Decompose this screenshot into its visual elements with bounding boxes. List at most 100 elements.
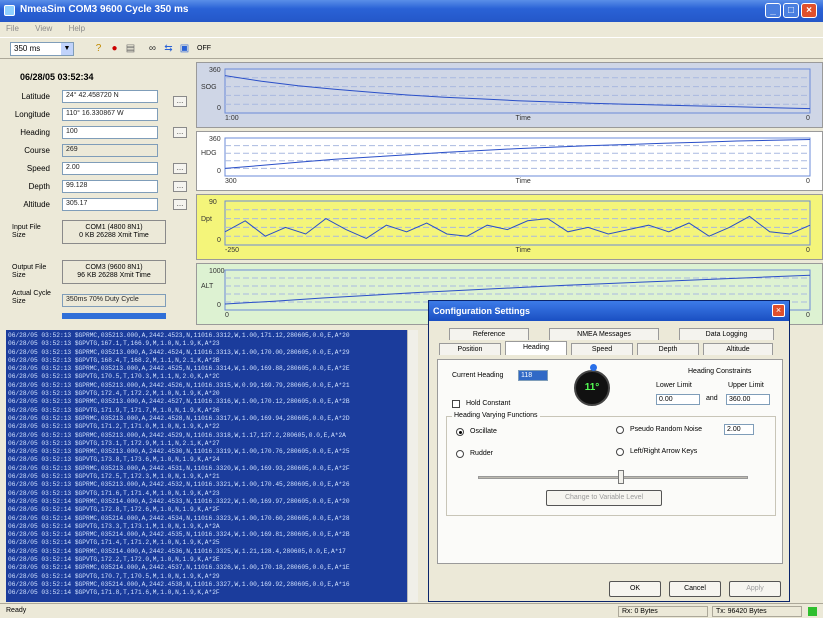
tab-altitude[interactable]: Altitude [703,343,773,355]
altitude-field[interactable]: 305.17 [62,198,158,211]
menu-bar: File View Help [0,22,823,36]
log-line: 06/28/05 03:52:13 $GPRMC,035213.000,A,24… [8,381,350,389]
chart-xmax: 0 [806,115,810,122]
arrow-keys-radio[interactable] [616,448,624,456]
chart-ymax: 360 [209,136,221,143]
chart-xmax: 0 [806,247,810,254]
log-line: 06/28/05 03:52:13 $GPRMC,035213.000,A,24… [8,448,350,456]
dialog-close-button[interactable]: × [772,304,785,317]
current-heading-input[interactable]: 118 [518,370,548,381]
tab-position[interactable]: Position [439,343,501,355]
upper-limit-input[interactable]: 360.00 [726,394,770,405]
field-row-heading: Heading 100 … [10,126,190,140]
ok-button[interactable]: OK [609,581,661,597]
chart-ymin: 0 [217,237,221,244]
tab-nmea-messages[interactable]: NMEA Messages [549,328,659,340]
lower-limit-input[interactable]: 0.00 [656,394,700,405]
heading-dial-value: 11° [584,382,600,393]
help-icon[interactable]: ? [95,43,102,54]
depth-field[interactable]: 99.128 [62,180,158,193]
chart-ymin: 0 [217,302,221,309]
chart-ylabel: Dpt [201,216,212,223]
log-line: 06/28/05 03:52:13 $GPRMC,035213.000,A,24… [8,332,350,339]
log-line: 06/28/05 03:52:13 $GPVTG,172.5,T,172.3,M… [8,473,220,481]
course-field: 269 [62,144,158,157]
arrow-keys-label: Left/Right Arrow Keys [630,448,698,455]
field-label: Speed [26,164,50,173]
log-line: 06/28/05 03:52:14 $GPVTG,173.3,T,173.1,M… [8,522,220,530]
hold-constant-checkbox[interactable] [452,400,460,408]
apply-button[interactable]: Apply [729,581,781,597]
menu-file[interactable]: File [6,24,19,33]
log-line: 06/28/05 03:52:13 $GPVTG,173.1,T,172.9,M… [8,439,220,447]
stop-icon[interactable]: ● [111,43,118,54]
settings-icon[interactable]: ▣ [179,43,190,54]
transmit-icon[interactable]: ⇆ [164,43,173,54]
oscillate-radio[interactable] [456,428,464,436]
tab-depth[interactable]: Depth [637,343,699,355]
cancel-button[interactable]: Cancel [669,581,721,597]
log-line: 06/28/05 03:52:14 $GPRMC,035214.000,A,24… [8,531,350,539]
rudder-radio[interactable] [456,450,464,458]
speed-field[interactable]: 2.00 [62,162,158,175]
random-noise-input[interactable]: 2.00 [724,424,754,435]
minimize-button[interactable]: _ [765,3,781,18]
tab-speed[interactable]: Speed [571,343,633,355]
log-line: 06/28/05 03:52:13 $GPRMC,035213.000,A,24… [8,348,350,356]
cycle-select-value: 350 ms [14,44,41,53]
heading-tab-panel: Current Heading 118 11° Hold Constant He… [437,359,783,564]
longitude-field[interactable]: 110° 16.330867 W [62,108,158,121]
window-title-bar: NmeaSim COM3 9600 Cycle 350 ms _ □ × [0,0,823,22]
actual-cycle-value: 350ms 70% Duty Cycle [62,294,166,307]
latitude-field[interactable]: 24° 42.458720 N [62,90,158,103]
input-file-line2: 0 KB 26288 Xmit Time [79,232,149,239]
log-line: 06/28/05 03:52:14 $GPRMC,035214.000,A,24… [8,497,350,505]
status-rx: Rx: 0 Bytes [618,606,708,617]
rudder-slider-track[interactable] [478,476,748,479]
chart-ymax: 360 [209,67,221,74]
chart-ylabel: SOG [201,84,217,91]
tab-data-logging[interactable]: Data Logging [679,328,774,340]
constraints-title: Heading Constraints [688,368,752,375]
menu-help[interactable]: Help [68,24,86,33]
log-line: 06/28/05 03:52:13 $GPVTG,171.2,T,171.0,M… [8,423,220,431]
output-file-line1: COM3 (9600 8N1) [85,264,143,271]
log-icon[interactable]: ▤ [125,43,136,54]
depth-edit-button[interactable]: … [173,181,187,192]
toolbar: 350 ms ▼ ? ● ▤ ∞ ⇆ ▣ OFF [0,37,823,59]
log-line: 06/28/05 03:52:13 $GPVTG,168.4,T,168.2,M… [8,356,220,364]
field-row-course: Course 269 [10,144,190,158]
app-icon [4,5,15,16]
binoculars-icon[interactable]: ∞ [148,43,157,54]
tab-heading[interactable]: Heading [505,341,567,355]
chart-xmax: 0 [806,178,810,185]
close-button[interactable]: × [801,3,817,18]
altitude-edit-button[interactable]: … [173,199,187,210]
nmea-log[interactable]: 06/28/05 03:52:13 $GPRMC,035213.000,A,24… [6,330,418,602]
chart-xmax: 0 [806,312,810,319]
maximize-button[interactable]: □ [783,3,799,18]
rudder-slider-thumb[interactable] [618,470,624,484]
heading-dial[interactable]: 11° [574,370,610,406]
speed-edit-button[interactable]: … [173,163,187,174]
random-noise-radio[interactable] [616,426,624,434]
chart-sog: SOG 360 0 1:00 Time 0 [196,62,823,128]
chart-xlabel: Time [515,115,531,122]
varying-functions-group [446,416,776,516]
chart-ymin: 0 [217,168,221,175]
current-heading-label: Current Heading [452,372,504,379]
chart-ylabel: ALT [201,283,214,290]
and-label: and [706,395,718,402]
cycle-select[interactable]: 350 ms ▼ [10,42,74,56]
datetime-label: 06/28/05 03:52:34 [20,72,94,82]
log-scrollbar[interactable] [407,330,418,602]
heading-field[interactable]: 100 [62,126,158,139]
field-label: Course [24,146,50,155]
chart-xmin: -250 [225,247,240,254]
latitude-edit-button[interactable]: … [173,96,187,107]
heading-edit-button[interactable]: … [173,127,187,138]
tab-reference[interactable]: Reference [449,328,529,340]
change-variable-button[interactable]: Change to Variable Level [546,490,662,506]
menu-view[interactable]: View [35,24,53,33]
configuration-dialog: Configuration Settings × Reference NMEA … [428,300,790,602]
